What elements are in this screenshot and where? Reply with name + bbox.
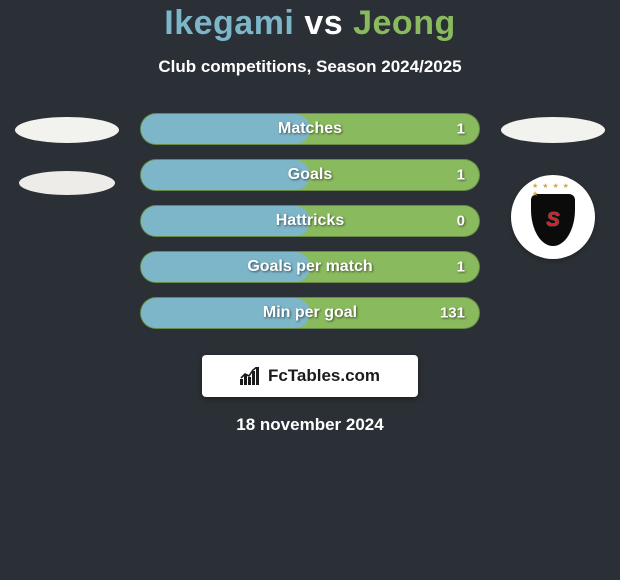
stats-column: Matches1Goals1Hattricks0Goals per match1… [140, 113, 480, 329]
page-title: Ikegami vs Jeong [0, 4, 620, 43]
logo-letter: S [546, 209, 559, 232]
subtitle: Club competitions, Season 2024/2025 [0, 57, 620, 77]
brand-chart-icon [240, 367, 262, 385]
stat-bar: Hattricks0 [140, 205, 480, 237]
left-column [12, 113, 122, 195]
main-row: Matches1Goals1Hattricks0Goals per match1… [0, 113, 620, 329]
left-badge-placeholder-2 [19, 171, 115, 195]
stat-label: Goals [141, 166, 479, 184]
infographic-root: Ikegami vs Jeong Club competitions, Seas… [0, 0, 620, 435]
club-logo: ★ ★ ★ ★ ★ S [511, 175, 595, 259]
stat-bar: Matches1 [140, 113, 480, 145]
title-player1: Ikegami [164, 4, 294, 42]
title-vs: vs [304, 4, 343, 42]
stat-right-value: 0 [457, 213, 465, 230]
stat-bar: Min per goal131 [140, 297, 480, 329]
logo-shield-icon: S [531, 194, 575, 246]
right-column: ★ ★ ★ ★ ★ S [498, 113, 608, 259]
left-badge-placeholder-1 [15, 117, 119, 143]
brand-text: FcTables.com [268, 366, 380, 386]
title-player2: Jeong [353, 4, 456, 42]
stat-right-value: 131 [440, 305, 465, 322]
brand-badge: FcTables.com [202, 355, 418, 397]
stat-bar: Goals1 [140, 159, 480, 191]
stat-right-value: 1 [457, 167, 465, 184]
logo-stars-icon: ★ ★ ★ ★ ★ [532, 182, 574, 198]
stat-label: Hattricks [141, 212, 479, 230]
stat-label: Min per goal [141, 304, 479, 322]
date-label: 18 november 2024 [0, 415, 620, 435]
stat-label: Goals per match [141, 258, 479, 276]
stat-right-value: 1 [457, 121, 465, 138]
stat-bar: Goals per match1 [140, 251, 480, 283]
stat-right-value: 1 [457, 259, 465, 276]
right-badge-placeholder [501, 117, 605, 143]
stat-label: Matches [141, 120, 479, 138]
